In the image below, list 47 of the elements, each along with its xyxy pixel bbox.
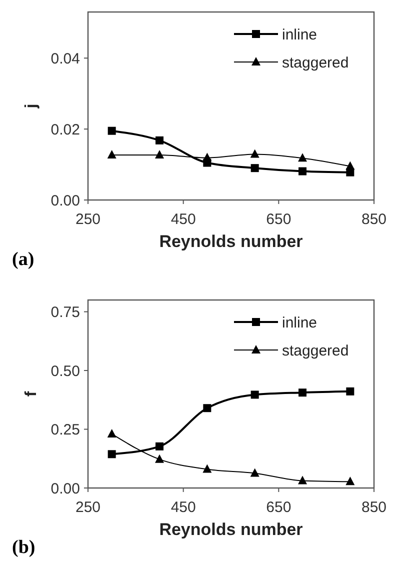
point [298, 476, 307, 484]
point [250, 164, 259, 172]
x-tick-label: 650 [266, 211, 292, 228]
y-axis-title: j [23, 104, 40, 110]
text: (a) [12, 249, 34, 270]
legend-label: inline [282, 26, 318, 44]
point [298, 167, 306, 176]
point [155, 454, 164, 463]
y-tick-label: 0.25 [50, 422, 80, 438]
point [298, 153, 307, 162]
point [346, 476, 355, 486]
x-tick-label: 650 [266, 499, 292, 516]
point [298, 388, 306, 397]
point [250, 149, 260, 158]
y-tick-label: 0.00 [50, 192, 80, 210]
legend-label: staggered [282, 342, 349, 360]
x-tick-label: 450 [170, 499, 196, 516]
x-tick-label: 850 [361, 211, 387, 228]
point [203, 404, 212, 412]
y-tick-label: 0.00 [50, 480, 80, 498]
x-tick-label: 450 [170, 211, 196, 228]
x-tick-label: 850 [361, 499, 387, 516]
text: (b) [12, 537, 36, 558]
point [250, 390, 259, 399]
y-tick-label: 0.02 [50, 121, 80, 138]
point [202, 464, 212, 473]
point [346, 387, 354, 396]
y-tick-label: 0.04 [50, 50, 80, 68]
point [250, 468, 260, 477]
y-tick-label: 0.50 [50, 362, 80, 380]
point [108, 126, 116, 135]
legend-label: staggered [282, 54, 349, 72]
x-tick-label: 250 [75, 211, 101, 228]
point [202, 152, 212, 162]
y-tick-label: 0.75 [50, 304, 80, 321]
y-axis-title: f [23, 390, 40, 397]
x-axis-title: Reynolds number [159, 232, 304, 251]
x-tick-label: 250 [75, 499, 101, 516]
point [156, 136, 164, 144]
point [346, 161, 355, 170]
point [107, 428, 116, 438]
legend-label: inline [282, 314, 318, 332]
point [107, 150, 116, 158]
point [108, 450, 116, 458]
point [155, 150, 164, 158]
x-axis-title: Reynolds number [159, 520, 304, 539]
point [156, 442, 164, 450]
